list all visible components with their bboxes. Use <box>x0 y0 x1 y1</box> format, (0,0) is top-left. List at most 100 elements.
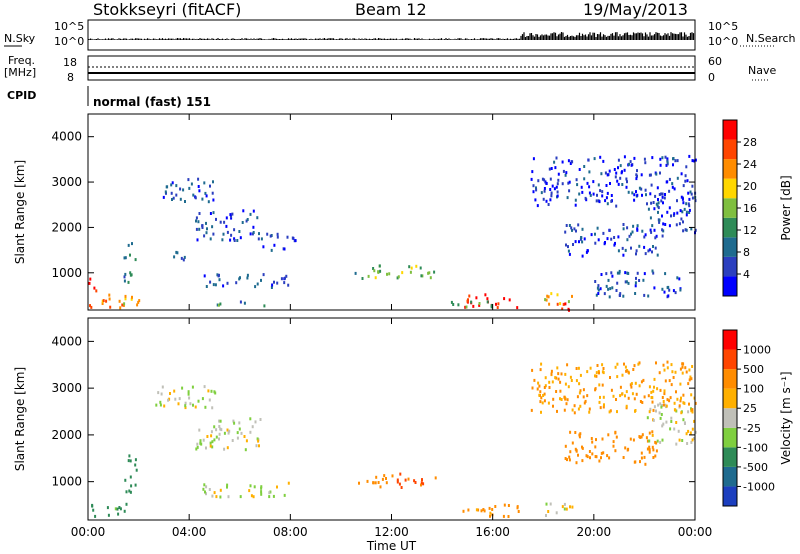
velocity-echo-cell <box>639 460 641 464</box>
power-echo-cell <box>211 191 214 195</box>
power-echo-cell <box>486 297 489 301</box>
velocity-echo-cell <box>648 448 651 452</box>
power-echo-cell <box>688 204 691 208</box>
velocity-echo-cell <box>624 394 626 398</box>
freq-tick-top: 18 <box>63 56 77 69</box>
velocity-echo-cell <box>91 503 94 507</box>
velocity-echo-cell <box>188 396 191 400</box>
velocity-echo-cell <box>659 402 662 406</box>
velocity-echo-cell <box>210 389 213 393</box>
velocity-echo-cell <box>596 364 599 367</box>
velocity-echo-cell <box>583 401 586 405</box>
velocity-echo-cell <box>540 362 543 366</box>
power-echo-cell <box>618 271 621 275</box>
power-echo-cell <box>246 276 249 280</box>
velocity-echo-cell <box>157 391 160 395</box>
velocity-echo-cell <box>530 408 533 412</box>
velocity-echo-cell <box>595 374 598 378</box>
power-echo-cell <box>223 220 226 224</box>
power-echo-cell <box>575 178 578 182</box>
velocity-echo-cell <box>287 481 290 485</box>
power-echo-cell <box>136 303 139 307</box>
power-echo-cell <box>675 223 678 227</box>
power-echo-cell <box>576 183 579 187</box>
velocity-echo-cell <box>517 510 520 513</box>
power-echo-cell <box>549 177 552 181</box>
velocity-echo-cell <box>379 485 382 489</box>
power-echo-cell <box>211 225 214 229</box>
velocity-echo-cell <box>662 363 665 367</box>
velocity-colorbar-tick-label-2: 100 <box>743 383 764 396</box>
power-echo-cell <box>657 198 659 201</box>
velocity-echo-cell <box>276 485 278 489</box>
velocity-echo-cell <box>414 481 417 484</box>
power-echo-cell <box>568 189 571 193</box>
power-echo-cell <box>545 298 548 302</box>
power-echo-cell <box>90 305 93 309</box>
power-echo-cell <box>262 273 265 277</box>
velocity-echo-cell <box>624 365 627 369</box>
power-echo-cell <box>245 219 248 223</box>
velocity-echo-cell <box>615 398 617 401</box>
power-echo-cell <box>377 270 380 274</box>
power-echo-cell <box>682 220 684 224</box>
velocity-echo-cell <box>637 362 640 366</box>
cpid-value: normal (fast) 151 <box>93 95 211 109</box>
velocity-echo-cell <box>602 395 605 399</box>
power-echo-cell <box>661 195 664 199</box>
power-echo-cell <box>530 177 533 181</box>
velocity-echo-cell <box>600 456 602 460</box>
power-echo-cell <box>205 221 207 225</box>
velocity-echo-cell <box>574 431 577 434</box>
velocity-echo-cell <box>565 402 568 406</box>
power-echo-cell <box>585 250 588 254</box>
velocity-echo-cell <box>503 503 506 507</box>
power-echo-cell <box>542 197 545 201</box>
power-echo-cell <box>662 201 664 205</box>
power-echo-cell <box>564 302 567 306</box>
power-echo-cell <box>672 213 675 217</box>
power-echo-cell <box>597 292 600 295</box>
power-echo-cell <box>565 171 568 175</box>
power-echo-cell <box>688 154 691 158</box>
velocity-echo-cell <box>204 490 206 494</box>
power-colorbar-tick-label-6: 4 <box>743 268 750 281</box>
velocity-echo-cell <box>681 365 684 369</box>
power-echo-cell <box>671 185 674 189</box>
power-echo-cell <box>203 181 206 185</box>
velocity-echo-cell <box>124 478 127 482</box>
power-echo-cell <box>656 186 659 190</box>
power-echo-cell <box>496 306 499 309</box>
power-echo-cell <box>246 273 249 277</box>
velocity-echo-cell <box>640 456 643 460</box>
velocity-echo-cell <box>691 410 694 414</box>
velocity-echo-cell <box>585 454 588 458</box>
power-echo-cell <box>559 302 562 306</box>
power-echo-cell <box>123 256 126 260</box>
velocity-echo-cell <box>564 382 567 386</box>
velocity-echo-cell <box>684 422 686 425</box>
velocity-echo-cell <box>396 478 399 482</box>
velocity-echo-cell <box>227 495 230 499</box>
power-echo-cell <box>625 280 628 284</box>
power-echo-cell <box>547 295 550 299</box>
power-echo-cell <box>138 299 141 303</box>
velocity-echo-cell <box>681 439 684 442</box>
velocity-echo-cell <box>570 379 573 382</box>
power-echo-cell <box>599 287 602 291</box>
velocity-echo-cell <box>385 477 387 480</box>
velocity-echo-cell <box>608 410 611 414</box>
power-echo-cell <box>497 302 500 306</box>
power-echo-cell <box>266 232 269 236</box>
velocity-echo-cell <box>236 436 239 440</box>
power-echo-cell <box>605 196 608 200</box>
power-echo-cell <box>486 300 489 304</box>
power-echo-cell <box>367 274 370 278</box>
power-echo-cell <box>198 212 201 215</box>
power-echo-cell <box>516 306 519 310</box>
power-echo-region-16 <box>564 223 659 258</box>
velocity-echo-cell <box>671 370 674 374</box>
power-echo-cell <box>634 281 637 285</box>
power-echo-cell <box>478 302 481 305</box>
power-echo-cell <box>124 297 127 301</box>
